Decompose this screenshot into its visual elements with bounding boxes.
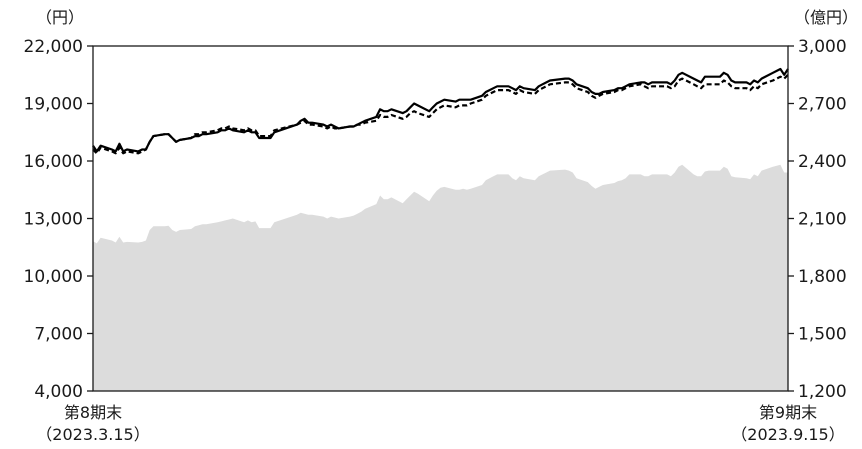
- left-tick-label: 10,000: [24, 267, 83, 287]
- left-tick-label: 4,000: [34, 382, 83, 402]
- net-assets-area-layer: [93, 164, 788, 391]
- right-tick-label: 3,000: [798, 37, 847, 57]
- x-end-date-label: （2023.9.15）: [731, 425, 844, 444]
- line-series-layer: [92, 67, 789, 155]
- x-end-label: 第9期末: [759, 403, 817, 422]
- right-tick-label: 2,100: [798, 210, 847, 230]
- right-tick-label: 1,500: [798, 325, 847, 345]
- right-tick-label: 1,800: [798, 267, 847, 287]
- left-tick-label: 19,000: [24, 95, 83, 115]
- right-tick-label: 1,200: [798, 382, 847, 402]
- left-tick-label: 7,000: [34, 325, 83, 345]
- left-axis-unit: （円）: [36, 8, 84, 27]
- right-tick-label: 2,700: [798, 95, 847, 115]
- right-axis-unit: （億円）: [794, 8, 858, 27]
- net-assets-area: [93, 164, 788, 391]
- left-tick-label: 22,000: [24, 37, 83, 57]
- left-tick-label: 13,000: [24, 210, 83, 230]
- right-tick-label: 2,400: [798, 152, 847, 172]
- left-tick-label: 16,000: [24, 152, 83, 172]
- tick-layer: 4,000 7,000 10,000 13,000 16,000 19,000 22,000…: [24, 37, 847, 402]
- nav-solid-line: [92, 67, 789, 153]
- x-start-date-label: （2023.3.15）: [36, 425, 149, 444]
- benchmark-dashed-line: [92, 74, 789, 155]
- x-start-label: 第8期末: [64, 403, 122, 422]
